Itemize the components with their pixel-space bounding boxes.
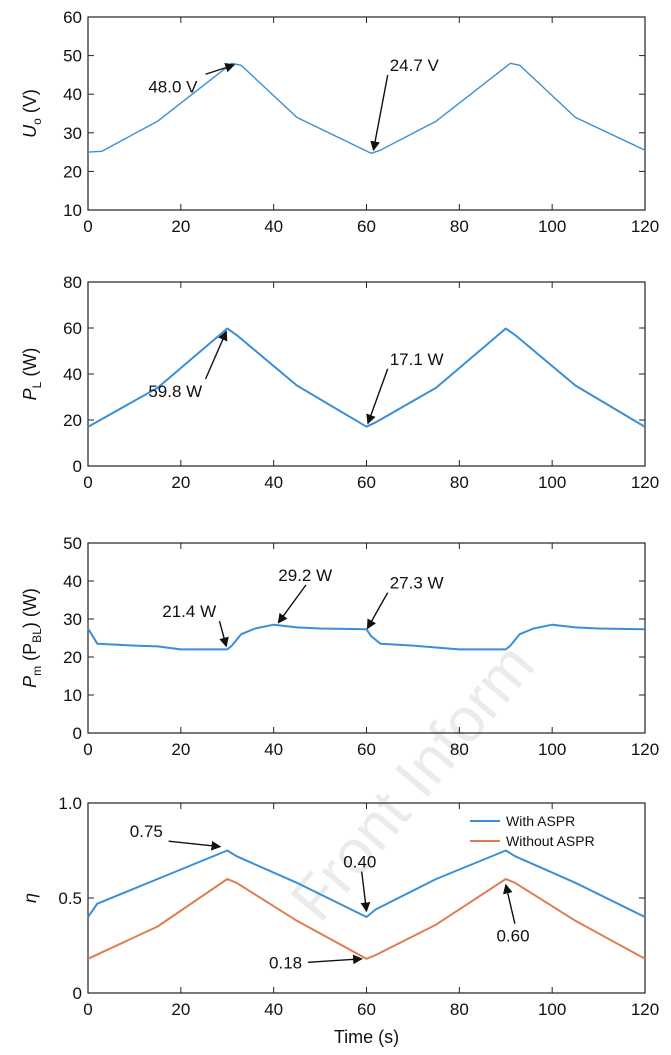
- annotation-arrow: [366, 368, 389, 425]
- y-axis-label: Pm (PBL) (W): [20, 588, 44, 688]
- annotation-label: 29.2 W: [278, 566, 332, 585]
- annotation-label: 0.75: [130, 822, 163, 841]
- axes-box: [87, 542, 646, 734]
- x-tick-label: 20: [171, 1000, 190, 1019]
- y-axis-label: η: [20, 893, 40, 903]
- series-line-1: [87, 849, 646, 918]
- annotation-arrow: [204, 330, 228, 380]
- annotation-arrow: [218, 620, 229, 648]
- annotation-arrow: [370, 74, 389, 152]
- y-tick-label: 50: [63, 534, 82, 553]
- x-tick-label: 100: [538, 1000, 566, 1019]
- annotation-arrow: [168, 840, 222, 851]
- x-tick-label: 120: [631, 473, 659, 492]
- x-tick-label: 100: [538, 217, 566, 236]
- annotation-arrow: [502, 883, 516, 924]
- y-tick-label: 1.0: [58, 794, 82, 813]
- x-tick-label: 80: [450, 217, 469, 236]
- x-axis-label: Time (s): [334, 1027, 399, 1047]
- x-tick-label: 100: [538, 740, 566, 759]
- y-tick-label: 40: [63, 365, 82, 384]
- y-tick-label: 0: [73, 724, 82, 743]
- annotation-label: 0.40: [343, 853, 376, 872]
- x-tick-label: 20: [171, 473, 190, 492]
- series-line-1: [87, 62, 646, 155]
- x-tick-label: 0: [83, 473, 92, 492]
- annotation-label: 48.0 V: [148, 77, 198, 96]
- annotation-arrow: [277, 584, 307, 624]
- x-tick-label: 60: [357, 740, 376, 759]
- y-tick-label: 80: [63, 273, 82, 292]
- x-tick-label: 0: [83, 1000, 92, 1019]
- annotation-arrow: [366, 592, 389, 630]
- annotation-label: 0.60: [496, 927, 529, 946]
- annotation-label: 59.8 W: [148, 382, 202, 401]
- y-tick-label: 10: [63, 201, 82, 220]
- series-line-2: [87, 878, 646, 960]
- annotation-label: 27.3 W: [390, 574, 444, 593]
- y-tick-label: 30: [63, 124, 82, 143]
- x-tick-label: 0: [83, 740, 92, 759]
- x-tick-label: 20: [171, 217, 190, 236]
- x-tick-label: 80: [450, 740, 469, 759]
- y-tick-label: 30: [63, 610, 82, 629]
- panel-3: 0 20 40 60 80 100 120 0 10 20 30 40 50 Pm (PBL) (W) 21…: [20, 534, 659, 759]
- x-tick-label: 60: [357, 217, 376, 236]
- y-tick-label: 20: [63, 648, 82, 667]
- annotation-label: 0.18: [269, 953, 302, 972]
- y-tick-label: 20: [63, 162, 82, 181]
- x-tick-label: 40: [264, 740, 283, 759]
- x-tick-label: 80: [450, 1000, 469, 1019]
- x-tick-label: 80: [450, 473, 469, 492]
- x-tick-label: 0: [83, 217, 92, 236]
- y-axis-label: Uo (V): [20, 89, 44, 138]
- x-tick-label: 120: [631, 1000, 659, 1019]
- y-axis-label: PL (W): [20, 348, 44, 401]
- series-line-1: [87, 327, 646, 428]
- panel-1: 0 20 40 60 80 100 120 10 20 30 40 50 60 Uo (V) 48.0 V 2…: [20, 8, 659, 236]
- x-tick-label: 120: [631, 740, 659, 759]
- y-tick-label: 10: [63, 686, 82, 705]
- y-tick-label: 50: [63, 47, 82, 66]
- annotation-label: 24.7 V: [390, 56, 440, 75]
- y-tick-label: 0.5: [58, 889, 82, 908]
- x-tick-label: 100: [538, 473, 566, 492]
- legend: With ASPR Without ASPR: [470, 813, 595, 849]
- x-tick-label: 60: [357, 1000, 376, 1019]
- annotation-arrow: [205, 62, 236, 75]
- x-tick-label: 120: [631, 217, 659, 236]
- x-tick-label: 60: [357, 473, 376, 492]
- legend-label: Without ASPR: [506, 833, 595, 849]
- annotation-label: 21.4 W: [162, 602, 216, 621]
- annotation-label: 17.1 W: [390, 350, 444, 369]
- axes-box: [87, 16, 646, 211]
- x-tick-label: 20: [171, 740, 190, 759]
- x-tick-label: 40: [264, 217, 283, 236]
- y-tick-label: 20: [63, 411, 82, 430]
- y-tick-label: 40: [63, 572, 82, 591]
- y-tick-label: 60: [63, 319, 82, 338]
- x-tick-label: 40: [264, 1000, 283, 1019]
- y-tick-label: 0: [73, 984, 82, 1003]
- panel-4: 0 20 40 60 80 100 120 0 0.5 1.0 η 0.75 0.40 0.60 0.18 T…: [20, 794, 659, 1047]
- x-tick-label: 40: [264, 473, 283, 492]
- annotation-arrow: [360, 871, 371, 913]
- panel-2: 0 20 40 60 80 100 120 0 20 40 60 80 PL (W) 59.8 W 17.1…: [20, 273, 659, 492]
- y-tick-label: 60: [63, 8, 82, 27]
- annotation-arrow: [307, 954, 363, 965]
- y-tick-label: 40: [63, 85, 82, 104]
- y-tick-label: 0: [73, 457, 82, 476]
- legend-label: With ASPR: [506, 813, 575, 829]
- series-line-1: [87, 623, 646, 651]
